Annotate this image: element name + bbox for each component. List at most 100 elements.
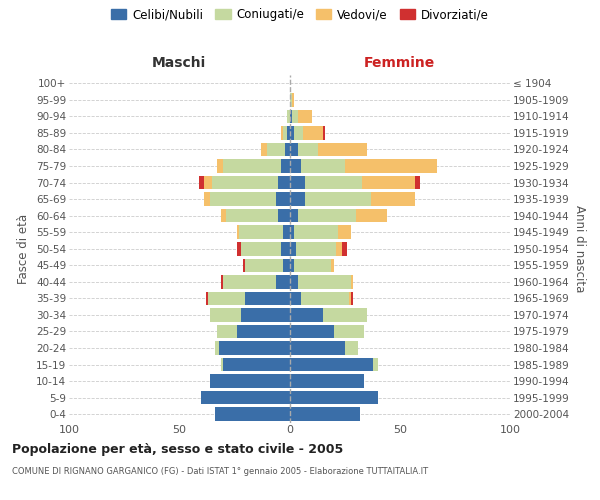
Bar bbox=[217, 159, 223, 173]
Bar bbox=[371, 192, 415, 206]
Bar bbox=[290, 324, 334, 338]
Bar bbox=[290, 242, 296, 256]
Bar bbox=[294, 258, 331, 272]
Bar bbox=[290, 258, 294, 272]
Bar bbox=[208, 292, 245, 305]
Bar bbox=[261, 142, 268, 156]
Bar bbox=[226, 209, 278, 222]
Y-axis label: Anni di nascita: Anni di nascita bbox=[573, 205, 586, 292]
Bar bbox=[283, 126, 287, 140]
Bar bbox=[215, 408, 290, 421]
Bar bbox=[223, 275, 276, 288]
Bar bbox=[343, 242, 347, 256]
Bar bbox=[290, 159, 301, 173]
Text: COMUNE DI RIGNANO GARGANICO (FG) - Dati ISTAT 1° gennaio 2005 - Elaborazione TUT: COMUNE DI RIGNANO GARGANICO (FG) - Dati … bbox=[12, 468, 428, 476]
Bar bbox=[298, 209, 356, 222]
Bar bbox=[203, 192, 210, 206]
Bar bbox=[276, 275, 290, 288]
Bar bbox=[268, 142, 285, 156]
Bar bbox=[245, 258, 283, 272]
Bar bbox=[351, 275, 353, 288]
Bar bbox=[296, 242, 336, 256]
Bar bbox=[290, 342, 344, 355]
Bar bbox=[221, 209, 226, 222]
Bar bbox=[338, 226, 351, 239]
Text: Femmine: Femmine bbox=[364, 56, 436, 70]
Bar bbox=[290, 292, 301, 305]
Bar bbox=[203, 176, 212, 190]
Bar bbox=[290, 110, 292, 123]
Bar bbox=[221, 358, 223, 372]
Bar bbox=[206, 292, 208, 305]
Bar bbox=[344, 342, 358, 355]
Bar bbox=[236, 324, 290, 338]
Bar bbox=[245, 292, 290, 305]
Bar bbox=[356, 209, 386, 222]
Bar bbox=[210, 192, 276, 206]
Bar bbox=[210, 308, 241, 322]
Bar bbox=[362, 176, 415, 190]
Bar bbox=[281, 159, 290, 173]
Bar bbox=[331, 258, 334, 272]
Bar bbox=[287, 110, 290, 123]
Bar bbox=[290, 176, 305, 190]
Y-axis label: Fasce di età: Fasce di età bbox=[17, 214, 31, 284]
Bar bbox=[318, 142, 367, 156]
Bar bbox=[283, 226, 290, 239]
Bar bbox=[298, 142, 318, 156]
Bar bbox=[290, 374, 364, 388]
Bar bbox=[323, 126, 325, 140]
Bar bbox=[344, 159, 437, 173]
Bar bbox=[298, 110, 311, 123]
Bar bbox=[290, 408, 360, 421]
Bar bbox=[415, 176, 419, 190]
Bar bbox=[281, 126, 283, 140]
Text: Popolazione per età, sesso e stato civile - 2005: Popolazione per età, sesso e stato civil… bbox=[12, 442, 343, 456]
Bar bbox=[283, 258, 290, 272]
Bar bbox=[292, 110, 298, 123]
Bar bbox=[221, 275, 223, 288]
Bar bbox=[281, 242, 290, 256]
Bar bbox=[349, 292, 351, 305]
Bar bbox=[285, 142, 290, 156]
Bar bbox=[215, 342, 219, 355]
Bar bbox=[294, 226, 338, 239]
Bar bbox=[217, 324, 236, 338]
Bar bbox=[290, 209, 298, 222]
Bar bbox=[290, 142, 298, 156]
Bar bbox=[294, 126, 303, 140]
Bar bbox=[305, 176, 362, 190]
Bar bbox=[236, 226, 239, 239]
Bar bbox=[287, 126, 290, 140]
Bar bbox=[373, 358, 378, 372]
Bar bbox=[298, 275, 351, 288]
Bar bbox=[290, 226, 294, 239]
Bar bbox=[290, 358, 373, 372]
Bar bbox=[278, 209, 290, 222]
Bar bbox=[243, 258, 245, 272]
Bar bbox=[210, 374, 290, 388]
Bar bbox=[334, 324, 364, 338]
Bar bbox=[199, 176, 203, 190]
Bar bbox=[202, 391, 290, 404]
Bar bbox=[223, 358, 290, 372]
Bar bbox=[236, 242, 241, 256]
Bar bbox=[336, 242, 343, 256]
Bar bbox=[292, 93, 294, 106]
Bar bbox=[290, 391, 378, 404]
Bar bbox=[276, 192, 290, 206]
Bar bbox=[290, 308, 323, 322]
Bar bbox=[241, 242, 281, 256]
Bar bbox=[301, 159, 344, 173]
Bar bbox=[305, 192, 371, 206]
Bar bbox=[323, 308, 367, 322]
Bar bbox=[223, 159, 281, 173]
Bar bbox=[212, 176, 278, 190]
Bar bbox=[290, 192, 305, 206]
Bar bbox=[303, 126, 323, 140]
Bar bbox=[241, 308, 290, 322]
Bar bbox=[219, 342, 290, 355]
Bar bbox=[351, 292, 353, 305]
Bar bbox=[239, 226, 283, 239]
Bar bbox=[278, 176, 290, 190]
